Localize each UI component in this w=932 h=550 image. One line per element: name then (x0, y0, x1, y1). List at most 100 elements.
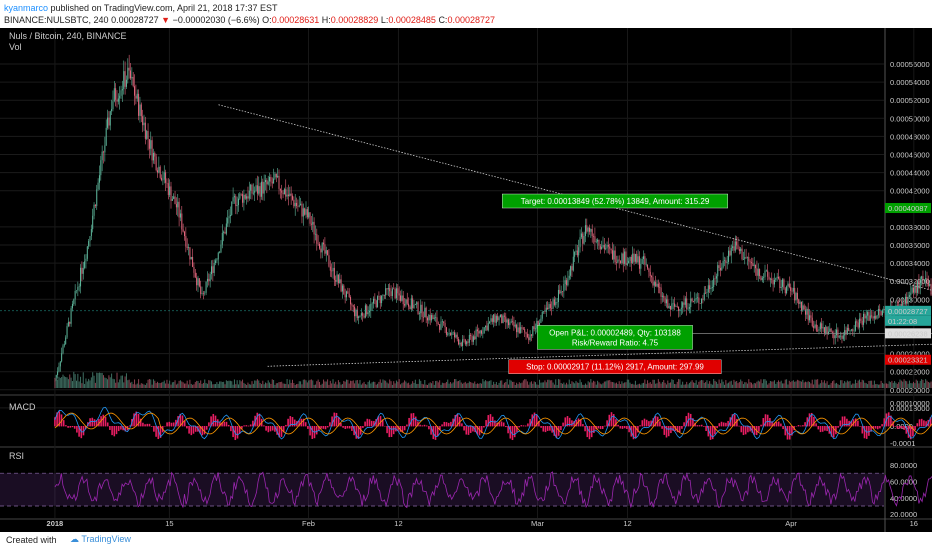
volume-bar (61, 376, 63, 388)
candle-body (701, 298, 703, 304)
candle-body (466, 341, 468, 345)
volume-bar (263, 384, 265, 388)
candle-body (374, 298, 376, 301)
rsi-tick-label: 60.0000 (890, 477, 917, 486)
candle-body (865, 315, 867, 319)
volume-bar (132, 384, 134, 388)
macd-histogram-bar (128, 425, 131, 427)
candle-body (379, 296, 381, 304)
candle-body (903, 303, 905, 304)
macd-histogram-bar (227, 424, 230, 427)
volume-bar (672, 379, 674, 388)
volume-bar (202, 382, 204, 388)
entry-price-tag-bg (885, 328, 931, 339)
macd-histogram-bar (540, 426, 542, 428)
macd-histogram-bar (386, 426, 388, 434)
candle-body (215, 260, 217, 264)
stop-price-tag: 0.00023321 (885, 354, 931, 365)
candle-body (772, 280, 774, 285)
volume-bar (429, 382, 431, 388)
volume-bar (242, 379, 244, 388)
macd-histogram-bar (500, 421, 503, 427)
volume-bar (645, 383, 647, 388)
volume-bar (845, 382, 847, 388)
macd-histogram-bar (98, 418, 100, 427)
candle-body (428, 314, 430, 321)
candle-body (66, 326, 68, 338)
volume-bar (543, 382, 545, 388)
volume-bar (655, 383, 657, 388)
candle-body (852, 329, 854, 331)
candle-body (925, 278, 927, 280)
volume-bar (694, 382, 696, 388)
macd-histogram-bar (557, 426, 560, 436)
publisher-link[interactable]: kyanmarco (4, 3, 49, 13)
volume-bar (277, 383, 279, 388)
volume-bar (431, 383, 433, 388)
macd-histogram-bar (839, 420, 842, 427)
candle-body (435, 317, 437, 318)
macd-histogram-bar (252, 420, 254, 427)
volume-bar (896, 383, 898, 388)
volume-bar (894, 381, 896, 388)
macd-histogram-bar (472, 426, 474, 432)
volume-bar (857, 380, 859, 388)
candle-body (594, 236, 596, 243)
candle-body (448, 333, 450, 334)
candle-body (611, 250, 613, 260)
volume-bar (135, 384, 137, 388)
macd-histogram-bar (883, 418, 886, 427)
macd-histogram-bar (392, 426, 395, 435)
macd-histogram-bar (522, 425, 525, 427)
rsi-tick-label: 80.0000 (890, 461, 917, 470)
volume-bar (652, 379, 654, 388)
volume-bar (533, 381, 535, 388)
volume-bar (67, 379, 69, 388)
time-tick-label: 12 (394, 519, 402, 528)
volume-bar (819, 383, 821, 388)
macd-histogram-bar (423, 424, 426, 427)
stop-price-tag-bg (885, 354, 931, 365)
macd-histogram-bar (417, 421, 419, 427)
volume-bar (826, 381, 828, 388)
signal-line (54, 412, 932, 435)
volume-bar (880, 380, 882, 388)
volume-bar (485, 380, 487, 388)
macd-histogram-bar (670, 426, 672, 434)
volume-bar (703, 383, 705, 388)
candle-body (194, 272, 196, 278)
candle-body (752, 263, 754, 267)
volume-bar (788, 380, 790, 388)
volume-bar (115, 382, 117, 388)
time-tick-label: Apr (785, 519, 797, 528)
chart-area[interactable]: 0.00056000 0.00054000 0.00052000 0.00050000… (0, 28, 932, 532)
volume-bar (741, 381, 743, 388)
chart-svg[interactable]: 0.000560000.000540000.000520000.00050000… (0, 28, 932, 532)
price-tick-label: 0.00042000 (890, 187, 930, 196)
candle-body (517, 327, 519, 333)
volume-bar (471, 382, 473, 388)
candle-body (263, 182, 265, 194)
tradingview-logo[interactable]: ☁ TradingView (70, 534, 131, 545)
macd-histogram-bar (421, 425, 424, 427)
macd-histogram-bar (914, 426, 916, 431)
volume-bar (394, 383, 396, 388)
candle-body (649, 271, 651, 277)
volume-bar (825, 383, 827, 388)
macd-histogram-bar (841, 416, 844, 427)
candle-body (880, 311, 882, 316)
price-tick-label: 0.00022000 (890, 368, 930, 377)
candle-body (130, 70, 131, 79)
volume-bar (688, 382, 690, 388)
volume-bar (711, 384, 713, 388)
volume-bar (209, 380, 211, 388)
volume-bar (89, 380, 91, 388)
volume-bar (574, 383, 576, 388)
candle-body (100, 160, 102, 176)
macd-histogram-bar (76, 426, 78, 433)
candle-body (576, 250, 578, 256)
candle-body (806, 308, 808, 315)
volume-bar (428, 383, 430, 388)
volume-bar (794, 381, 796, 388)
macd-histogram-bar (304, 422, 307, 427)
